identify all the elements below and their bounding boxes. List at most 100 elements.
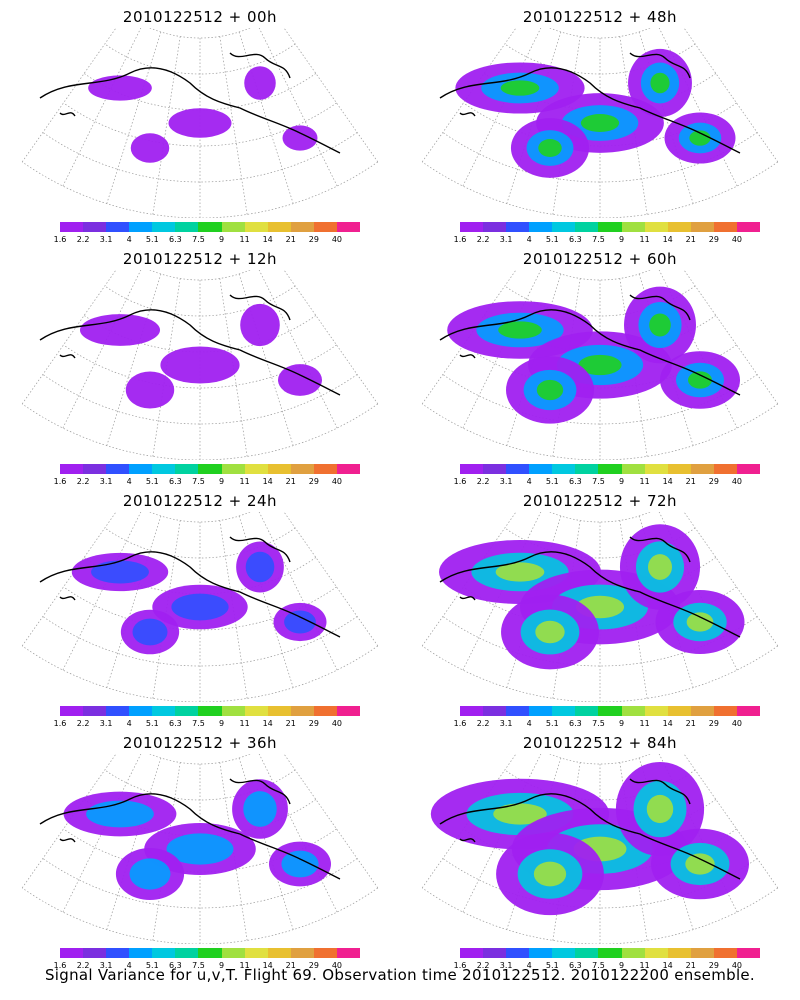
colorbar-swatch <box>313 948 337 958</box>
meridian-gridline <box>62 270 142 429</box>
map-plot <box>21 754 379 944</box>
colorbar-tick-label: 29 <box>708 961 719 970</box>
variance-region <box>538 139 562 157</box>
panel-title: 2010122512 + 00h <box>122 8 278 26</box>
colorbar-tick-label: 3.1 <box>499 477 513 486</box>
colorbar-swatch <box>60 464 84 474</box>
colorbar-swatch <box>336 948 361 958</box>
variance-region <box>129 858 171 890</box>
variance-region <box>160 346 240 384</box>
colorbar-tick-label: 40 <box>731 477 743 486</box>
colorbar-swatch <box>244 948 268 958</box>
variance-field <box>439 524 745 670</box>
colorbar-tick-label: 40 <box>731 235 743 244</box>
meridian-gridline <box>258 270 338 429</box>
panel-title: 2010122512 + 24h <box>122 492 278 510</box>
variance-region <box>91 560 149 584</box>
colorbar-tick-label: 40 <box>331 961 343 970</box>
colorbar <box>60 222 361 232</box>
colorbar-tick-label: 4 <box>126 235 132 244</box>
colorbar-tick-label: 11 <box>639 235 650 244</box>
variance-region <box>88 75 152 101</box>
variance-region <box>647 554 673 580</box>
colorbar-tick-label: 6.3 <box>169 961 182 970</box>
colorbar-swatch <box>83 706 107 716</box>
colorbar-swatch <box>106 464 130 474</box>
colorbar-tick-label: 3.1 <box>499 235 513 244</box>
colorbar-tick-label: 5.1 <box>145 961 159 970</box>
colorbar-tick-label: 29 <box>708 477 719 486</box>
colorbar-swatch <box>83 222 107 232</box>
latitude-gridline <box>104 527 296 559</box>
colorbar-tick-label: 3.1 <box>499 719 513 728</box>
colorbar-swatch <box>221 948 245 958</box>
coastline <box>439 536 741 638</box>
colorbar-tick-label: 14 <box>662 477 673 486</box>
colorbar-swatch <box>644 706 668 716</box>
colorbar-tick-label: 7.5 <box>592 719 605 728</box>
colorbar-swatch <box>644 222 668 232</box>
colorbar-tick-label: 6.3 <box>569 719 582 728</box>
colorbar-swatch <box>267 706 291 716</box>
colorbar-labels: 1.6 2.2 3.1 4 5.1 6.3 7.5 9 11 14 21 29 40 <box>54 961 360 971</box>
colorbar-tick-label: 3.1 <box>99 477 113 486</box>
colorbar <box>60 706 361 716</box>
variance-region <box>646 794 674 824</box>
variance-field <box>430 761 749 916</box>
colorbar-tick-label: 11 <box>639 477 650 486</box>
colorbar-labels: 1.6 2.2 3.1 4 5.1 6.3 7.5 9 11 14 21 29 40 <box>454 235 760 245</box>
variance-field <box>79 303 322 409</box>
colorbar-swatch <box>552 706 576 716</box>
colorbar-tick-label: 5.1 <box>145 477 159 486</box>
colorbar-tick-label: 2.2 <box>476 719 490 728</box>
colorbar-labels: 1.6 2.2 3.1 4 5.1 6.3 7.5 9 11 14 21 29 40 <box>454 477 760 487</box>
variance-region <box>282 125 318 151</box>
colorbar-tick-label: 11 <box>639 719 650 728</box>
colorbar-tick-label: 2.2 <box>76 961 90 970</box>
latitude-gridline <box>104 43 296 75</box>
colorbar-tick-label: 9 <box>618 719 625 728</box>
colorbar-swatch <box>106 222 130 232</box>
coastline <box>439 294 741 396</box>
colorbar-swatch <box>244 222 268 232</box>
colorbar-tick-label: 5.1 <box>545 235 559 244</box>
colorbar-swatch <box>621 222 645 232</box>
panel-title: 2010122512 + 12h <box>122 250 278 268</box>
meridian-gridline <box>258 28 338 187</box>
colorbar-swatch <box>575 222 599 232</box>
colorbar-tick-label: 2.2 <box>476 961 490 970</box>
variance-region <box>578 354 622 376</box>
colorbar-tick-label: 3.1 <box>99 235 113 244</box>
colorbar-tick-label: 29 <box>708 235 719 244</box>
colorbar-tick-label: 4 <box>126 961 132 970</box>
colorbar-tick-label: 6.3 <box>169 719 182 728</box>
map-plot <box>421 28 779 218</box>
colorbar-swatch <box>506 222 530 232</box>
colorbar-swatch <box>667 222 691 232</box>
colorbar-swatch <box>736 222 761 232</box>
colorbar-swatch <box>575 706 599 716</box>
colorbar-swatch <box>60 706 84 716</box>
colorbar-tick-label: 2.2 <box>476 477 490 486</box>
latitude-gridline <box>149 28 251 39</box>
colorbar-tick-label: 1.6 <box>53 961 67 970</box>
colorbar-swatch <box>713 464 737 474</box>
variance-region <box>243 791 277 827</box>
variance-region <box>535 620 565 644</box>
colorbar-tick-label: 4 <box>526 477 532 486</box>
map-panel: 2010122512 + 24h 1.6 2.2 3.1 4 5.1 6.3 7.5 9 11 14… <box>0 484 400 728</box>
colorbar-tick-label: 5.1 <box>545 961 559 970</box>
colorbar-tick-label: 21 <box>285 477 296 486</box>
colorbar <box>60 464 361 474</box>
variance-region <box>495 562 545 582</box>
colorbar-tick-label: 7.5 <box>192 235 205 244</box>
colorbar-tick-label: 40 <box>731 719 743 728</box>
colorbar-tick-label: 1.6 <box>53 719 67 728</box>
colorbar-swatch <box>175 948 199 958</box>
colorbar-tick-label: 4 <box>526 961 532 970</box>
colorbar-tick-label: 21 <box>685 719 696 728</box>
colorbar-tick-label: 14 <box>262 235 273 244</box>
map-panel: 2010122512 + 36h 1.6 2.2 3.1 4 5.1 6.3 7.5 9 11 14… <box>0 726 400 970</box>
variance-region <box>168 108 232 138</box>
colorbar-swatch <box>529 706 553 716</box>
